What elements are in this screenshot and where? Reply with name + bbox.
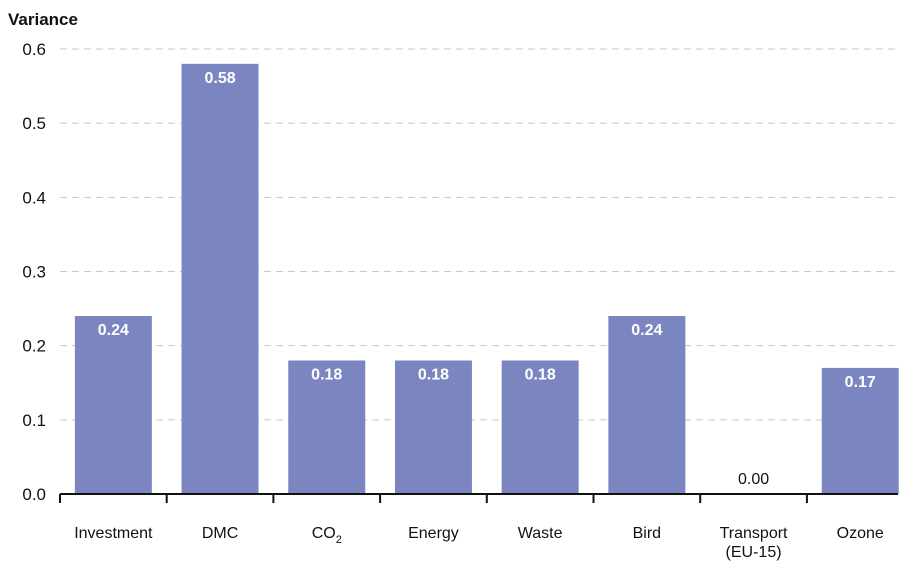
category-labels: Investment DMC CO2 Energy Waste Bird Transport… [74,525,884,561]
y-tick-label: 0.4 [22,188,46,207]
category-label: Energy [408,525,459,542]
value-labels: 0.24 0.58 0.18 0.18 0.18 0.24 0.00 0.17 [98,70,876,488]
category-label: DMC [202,525,238,542]
category-label: Investment [74,525,153,542]
bar [608,316,686,494]
value-label: 0.24 [98,322,129,339]
bar [288,360,366,494]
value-label: 0.18 [418,367,449,384]
bar [181,63,259,494]
y-tick-label: 0.5 [22,114,46,133]
value-label: 0.18 [311,367,342,384]
bar [74,316,152,494]
category-label: Ozone [837,525,884,542]
y-axis-ticks: 0.0 0.1 0.2 0.3 0.4 0.5 0.6 [22,40,46,504]
y-tick-label: 0.2 [22,337,46,356]
y-tick-label: 0.3 [22,263,46,282]
x-axis [59,493,898,503]
value-label: 0.24 [631,322,662,339]
category-label: Waste [518,525,563,542]
bars [74,63,899,494]
y-tick-label: 0.0 [22,485,46,504]
value-label: 0.17 [845,374,876,391]
value-label: 0.00 [738,471,769,488]
category-label: Bird [633,525,661,542]
value-label: 0.18 [525,367,556,384]
category-label: CO2 [312,525,342,546]
bar [501,360,579,494]
y-axis-title: Variance [8,10,78,29]
category-label-line2: (EU-15) [726,544,782,561]
value-label: 0.58 [204,70,235,87]
category-label: Transport [720,525,788,542]
y-tick-label: 0.1 [22,411,46,430]
bar [821,367,899,494]
y-tick-label: 0.6 [22,40,46,59]
gridlines [60,48,898,421]
bar [394,360,472,494]
